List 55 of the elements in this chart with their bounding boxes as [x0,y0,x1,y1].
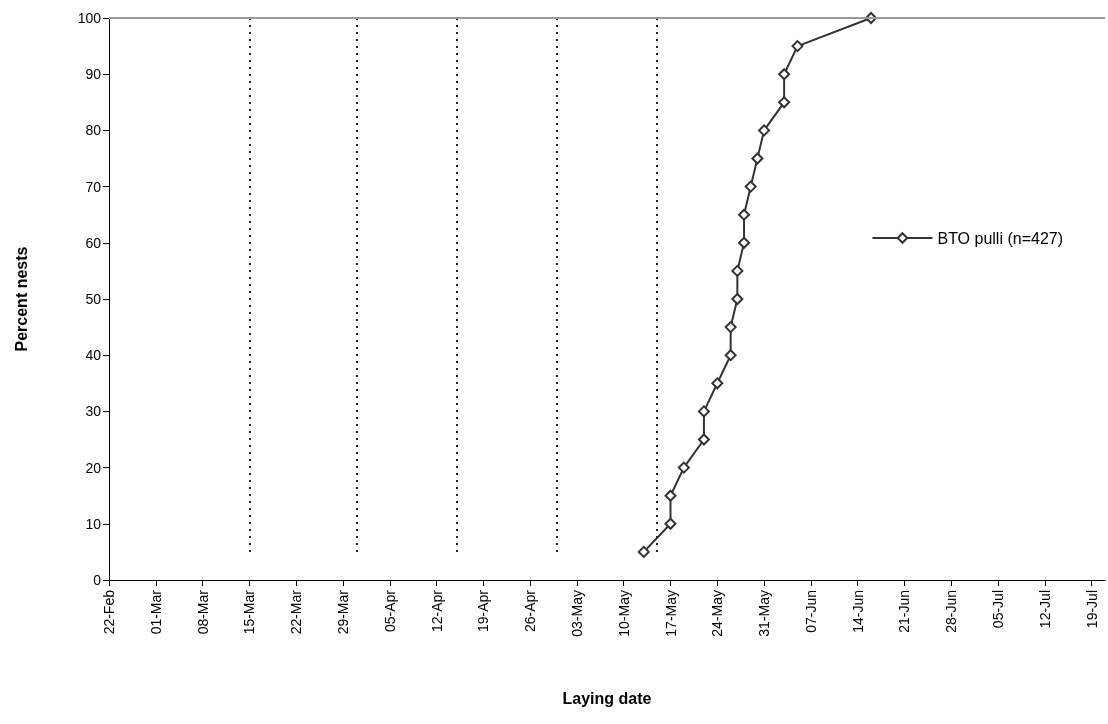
point [724,321,737,334]
y-tick-label: 30 [85,403,102,420]
y-tick-label: 100 [77,10,102,26]
x-tick-label: 03-May [568,590,585,637]
point [758,124,771,137]
point [697,405,710,418]
x-tick-label: 21-Jun [896,590,913,633]
legend-label: BTO pulli (n=427) [937,229,1063,247]
x-tick-label: 22-Feb [101,589,117,635]
x-tick-label: 26-Apr [522,589,539,633]
point [637,545,650,558]
y-tick-label: 70 [85,178,102,195]
x-tick-label: 14-Jun [849,590,866,633]
y-tick-label: 90 [85,66,102,83]
x-tick-label: 01-Mar [147,589,164,635]
x-tick-label: 05-Jul [990,590,1007,629]
point [731,293,744,305]
x-tick-label: 10-May [615,590,632,637]
point [697,433,710,446]
point [744,180,757,193]
x-tick-label: 22-Mar [288,589,305,635]
x-tick-label: 19-Jul [1083,590,1100,629]
point [738,236,751,249]
point [664,517,677,530]
x-tick-label: 31-May [756,590,773,637]
point [711,377,724,390]
y-tick-label: 80 [85,122,102,139]
point [751,152,764,165]
x-tick-label: 24-May [709,590,726,637]
x-tick-label: 28-Jun [943,590,960,633]
x-tick-label: 12-Apr [428,589,445,633]
x-tick-label: 05-Apr [381,589,398,633]
y-tick-label: 50 [85,291,102,307]
point [724,349,737,362]
point [677,461,690,474]
y-tick-label: 60 [85,234,102,251]
point [664,489,677,502]
x-tick-label: 12-Jul [1036,590,1053,629]
x-tick-label: 17-May [662,590,679,637]
y-tick-label: 40 [85,347,102,364]
point [738,208,751,221]
y-axis-title: Percent nests [12,246,30,352]
x-tick-label: 08-Mar [194,589,211,635]
x-axis-title: Laying date [562,689,652,707]
y-tick-label: 20 [85,459,102,476]
point [731,264,744,277]
point [778,68,791,81]
y-tick-label: 10 [85,515,102,532]
x-tick-label: 29-Mar [334,589,351,635]
point [791,40,804,53]
x-tick-label: 07-Jun [802,590,819,633]
y-tick-label: 0 [93,572,102,588]
x-tick-label: 19-Apr [475,589,492,633]
point [778,96,791,109]
x-tick-label: 15-Mar [241,589,258,635]
